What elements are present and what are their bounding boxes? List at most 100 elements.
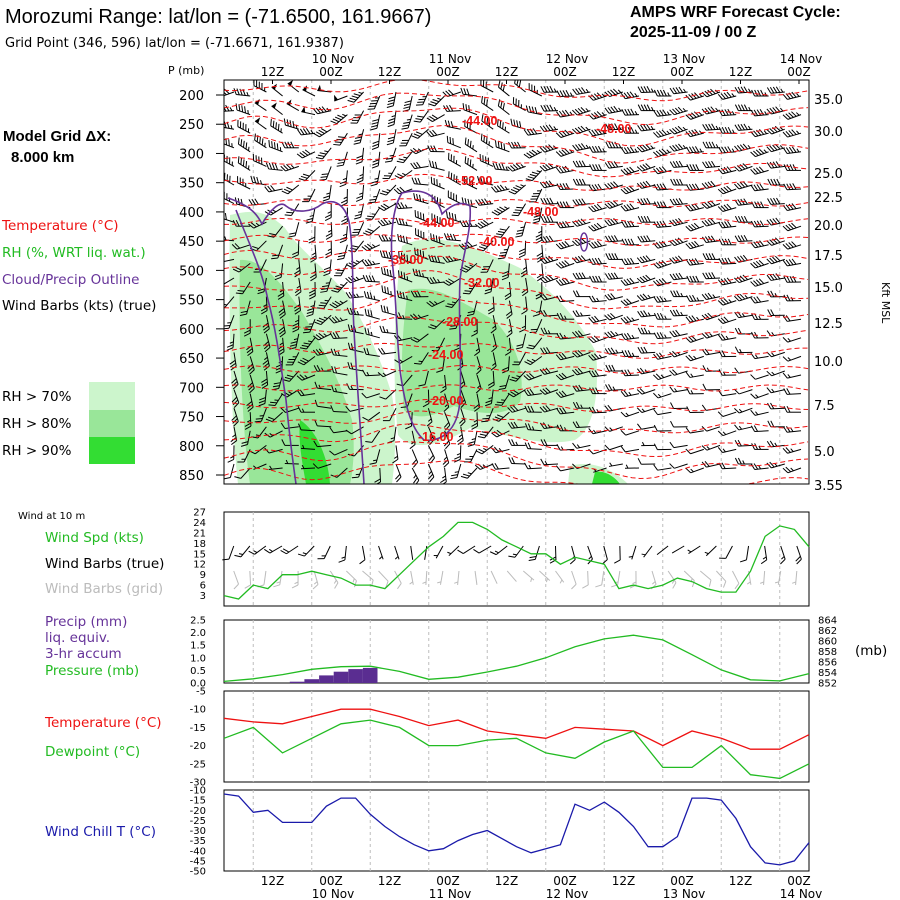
upper-barb-7-3-full-0	[336, 164, 344, 167]
upper-barb-19-14-full-1	[526, 359, 534, 364]
upper-barb-26-7-full-2	[643, 215, 648, 223]
upper-barb-25-10-full-2	[626, 278, 632, 285]
upper-barb-31-13-shaft	[722, 337, 737, 341]
upper-barb-13-5-full-0	[430, 176, 433, 184]
upper-barb-9-3-full-1	[372, 162, 379, 166]
upper-barb-18-7	[515, 222, 527, 238]
upper-barb-12-9-full-2	[419, 249, 422, 257]
upper-barb-6-6	[324, 203, 332, 222]
rh90-region-right	[592, 471, 620, 484]
upper-barb-7-15-full-0	[331, 365, 335, 373]
upper-barb-1-5	[237, 176, 251, 190]
upper-barb-24-12-shaft	[609, 314, 623, 321]
upper-barb-26-10-full-1	[639, 276, 646, 283]
upper-barb-24-4-full-0	[604, 162, 610, 169]
upper-barb-33-11-full-0	[750, 297, 756, 304]
upper-barb-21-15-shaft	[560, 374, 575, 381]
upper-barb-2-5-full-2	[256, 176, 260, 184]
upper-barb-3-0	[271, 83, 283, 97]
pressure-tick-300: 300	[179, 147, 204, 162]
upper-barb-8-7-full-0	[351, 234, 358, 236]
upper-barb-25-4-full-0	[620, 169, 626, 175]
upper-barb-26-5-full-3	[645, 180, 651, 187]
upper-barb-10-20	[395, 463, 402, 483]
upper-barb-18-13-full-0	[515, 346, 523, 350]
grid-barb-24-shaft	[617, 570, 621, 585]
upper-barb-20-1-full-0	[540, 104, 545, 112]
upper-barb-23-18-half-1	[593, 429, 597, 434]
upper-barb-21-3-full-0	[555, 151, 562, 157]
upper-barb-33-3-full-1	[753, 150, 759, 156]
upper-barb-26-16	[636, 388, 656, 395]
upper-barb-33-8	[750, 240, 769, 249]
upper-barb-27-2-full-0	[653, 132, 659, 138]
upper-barb-0-9-shaft	[224, 258, 235, 263]
upper-barb-16-12-shaft	[492, 315, 497, 329]
upper-barb-27-10-full-3	[661, 278, 667, 284]
upper-barb-18-12-half-1	[521, 325, 526, 329]
upper-barb-2-16-full-0	[258, 403, 266, 407]
upper-barb-22-6	[572, 198, 591, 206]
upper-barb-4-13	[289, 333, 300, 350]
upper-barb-8-12-full-1	[349, 307, 354, 315]
upper-barb-7-11	[329, 300, 348, 309]
upper-barb-34-8-full-1	[769, 239, 775, 245]
upper-barb-17-4-full-0	[492, 162, 496, 170]
grid-barb-13-shaft	[439, 570, 444, 585]
grid-barb-4-full-0	[291, 584, 299, 589]
upper-barb-7-10-full-1	[333, 287, 341, 291]
upper-barb-34-7	[766, 217, 785, 226]
upper-barb-21-10-full-0	[555, 279, 561, 286]
upper-barb-15-11-full-1	[467, 310, 475, 314]
upper-barb-11-4-full-1	[397, 173, 404, 178]
upper-barb-8-18-shaft	[351, 426, 364, 435]
upper-barb-28-15-full-0	[669, 370, 675, 376]
upper-barb-7-11-half-3	[339, 300, 344, 304]
upper-barb-13-20-half-2	[442, 475, 446, 479]
upper-barb-3-6-full-0	[264, 211, 271, 216]
upper-barb-24-11-shaft	[609, 296, 623, 301]
upper-barb-34-6-shaft	[770, 203, 785, 205]
upper-barb-4-2-full-0	[283, 118, 286, 126]
upper-barb-12-1-full-0	[413, 120, 421, 123]
upper-barb-23-6-full-2	[593, 204, 600, 211]
upper-barb-20-10-full-2	[545, 275, 551, 282]
upper-barb-32-12	[734, 311, 753, 319]
upper-barb-5-13-full-0	[299, 347, 307, 350]
grid-barb-17-shaft	[506, 570, 517, 582]
upper-barb-18-3-full-0	[508, 141, 513, 149]
upper-barb-26-8-full-3	[646, 235, 651, 242]
true-barb-11-shaft	[410, 545, 414, 560]
upper-barb-13-12	[428, 318, 445, 330]
upper-barb-9-17	[362, 411, 381, 421]
upper-barb-28-5-full-0	[670, 178, 675, 186]
upper-barb-10-5	[379, 184, 397, 196]
upper-barb-4-7-full-1	[289, 232, 297, 235]
upper-barb-33-7	[750, 220, 769, 228]
temp-yticks-label-2: -15	[190, 723, 206, 734]
upper-barb-5-1-shaft	[301, 111, 316, 116]
upper-barb-7-8-full-0	[337, 257, 344, 261]
upper-barb-32-0-half-4	[748, 88, 751, 93]
upper-barb-26-9	[636, 255, 656, 264]
upper-barb-31-9-full-2	[724, 257, 729, 265]
upper-barb-18-8-full-0	[518, 254, 526, 259]
upper-barb-27-4-full-3	[661, 166, 667, 172]
upper-barb-12-4-full-0	[410, 162, 415, 169]
upper-barb-28-14	[669, 350, 688, 358]
upper-barb-15-14	[475, 356, 482, 375]
upper-barb-28-10-full-2	[675, 273, 681, 280]
upper-barb-14-20	[450, 463, 462, 480]
upper-barb-34-12-full-0	[767, 309, 772, 316]
upper-barb-18-2-full-2	[516, 120, 519, 128]
upper-barb-5-17	[297, 405, 315, 413]
upper-barb-25-17-half-1	[625, 412, 629, 417]
upper-barb-18-11-full-0	[521, 310, 528, 315]
upper-barb-17-4-full-1	[495, 163, 499, 170]
upper-barb-1-7-full-0	[232, 219, 237, 227]
upper-barb-23-19-full-0	[588, 448, 594, 455]
upper-barb-33-0-full-2	[757, 89, 762, 97]
upper-barb-22-10-full-2	[578, 272, 583, 279]
upper-barb-18-6-full-2	[514, 209, 522, 211]
upper-barb-14-16-half-1	[461, 399, 465, 404]
